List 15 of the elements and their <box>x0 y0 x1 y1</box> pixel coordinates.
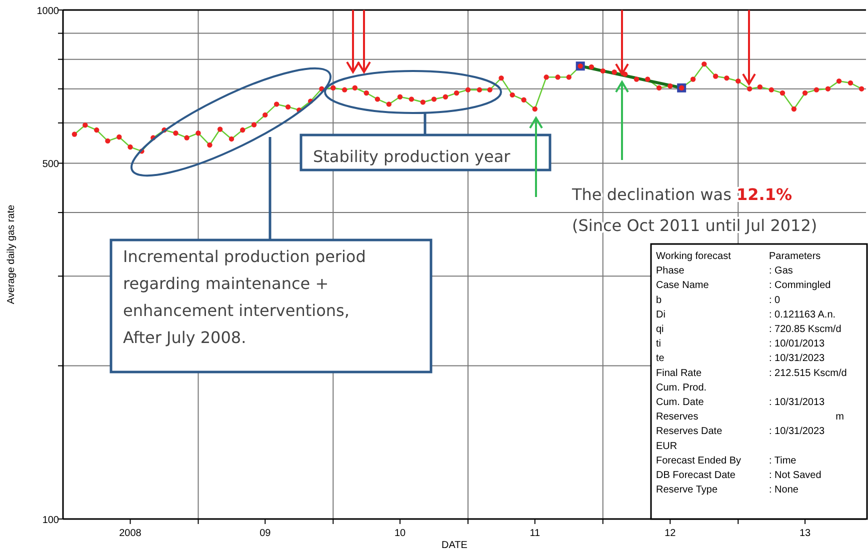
annotation: The declination was <box>572 185 732 204</box>
x-tick-label: 12 <box>664 528 676 539</box>
annotation: Stability production year <box>313 147 511 166</box>
x-tick-label: 11 <box>530 528 541 539</box>
x-tick-label: 10 <box>394 528 406 539</box>
text: Working forecast Parameters Phase : Gas Case Name : Commingled b : 0 Di : 0.121163 A.n. qi : 720.85 Kscm/d ti : 10/01/2013 te : 10/31/2023 Final Rate : 212.515 Kscm/d Cum. Prod. Cum. Date : 10/31/2013 Reserves m Reserves Date : 10/31/2023 EUR Forecast Ended By : Time DB Forecast Date : Not Saved Reserve Type : None <box>656 251 847 496</box>
y-tick-label: 1000 <box>36 6 60 17</box>
annotation: Incremental production period regarding maintenance + enhancement interventions, After July 2008. <box>123 247 366 347</box>
x-tick-label: 2008 <box>119 528 142 539</box>
x-tick-label: 09 <box>260 528 272 539</box>
y-axis-title: Average daily gas rate <box>6 204 17 304</box>
x-tick-label: 13 <box>799 528 812 539</box>
y-tick-label: 500 <box>42 159 60 170</box>
x-axis-title: DATE <box>442 540 468 551</box>
y-tick-label: 100 <box>42 515 60 526</box>
